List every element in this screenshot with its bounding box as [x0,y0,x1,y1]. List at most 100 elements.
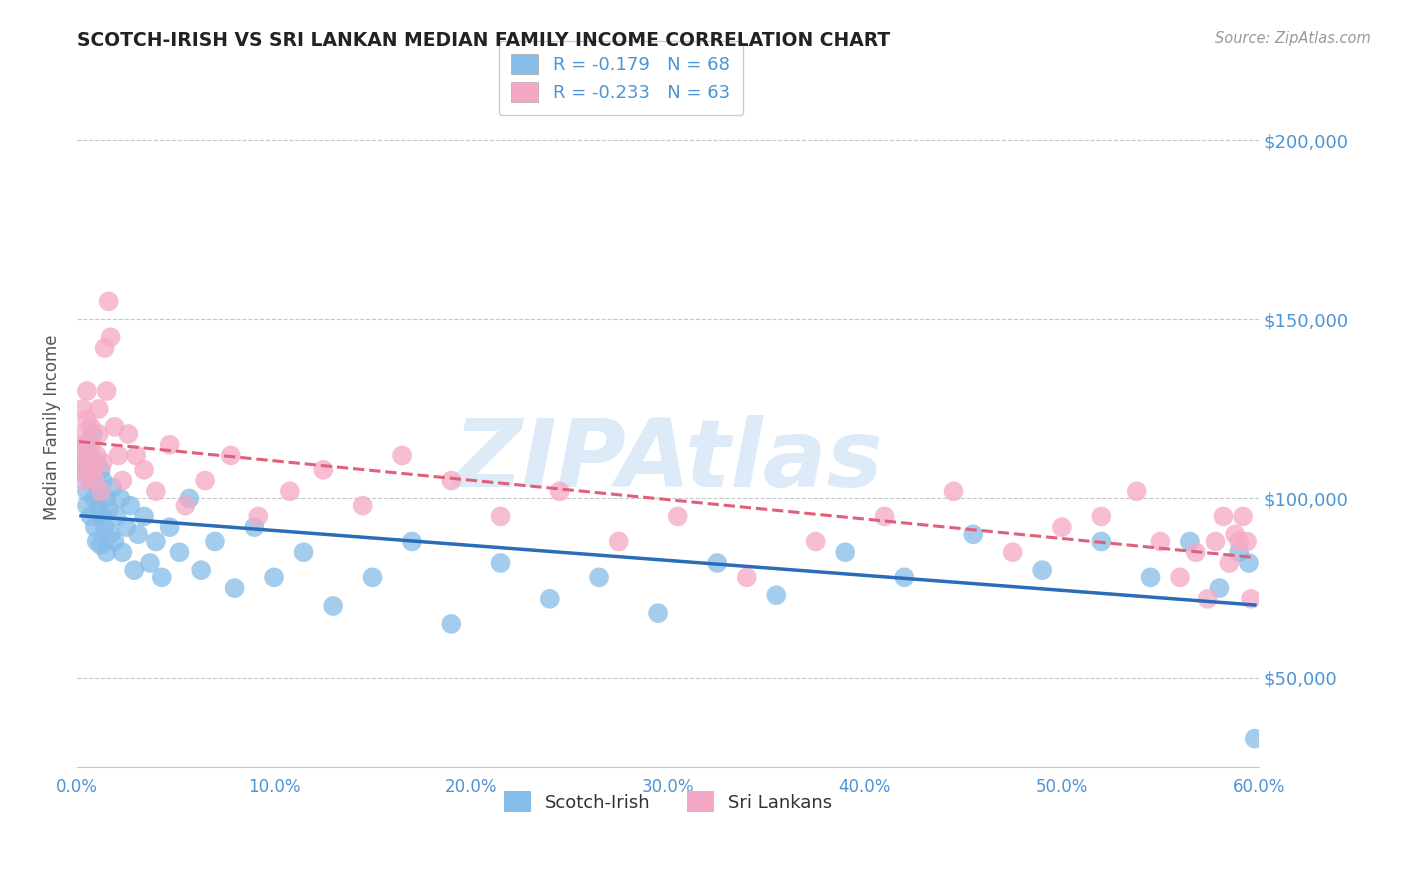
Point [97,502,120,516]
Point [834,545,856,559]
Point [219,449,242,463]
Point [1237,556,1260,570]
Point [247,509,270,524]
Point [72,474,94,488]
Point [204,534,226,549]
Point [82,427,104,442]
Point [401,534,423,549]
Point [87,481,110,495]
Point [1090,509,1112,524]
Point [1149,534,1171,549]
Point [100,527,122,541]
Point [80,509,103,524]
Point [243,520,266,534]
Point [125,449,148,463]
Point [1139,570,1161,584]
Point [115,520,138,534]
Point [1227,534,1250,549]
Point [80,419,103,434]
Point [111,474,134,488]
Point [1240,591,1263,606]
Text: SCOTCH-IRISH VS SRI LANKAN MEDIAN FAMILY INCOME CORRELATION CHART: SCOTCH-IRISH VS SRI LANKAN MEDIAN FAMILY… [77,31,890,50]
Point [145,534,167,549]
Point [83,520,105,534]
Point [132,509,155,524]
Point [103,419,125,434]
Point [278,484,301,499]
Point [72,401,94,416]
Point [1178,534,1201,549]
Point [76,499,98,513]
Point [735,570,758,584]
Point [132,463,155,477]
Point [82,463,104,477]
Point [1244,731,1267,746]
Point [647,606,669,620]
Point [120,499,142,513]
Point [1208,581,1230,595]
Point [87,401,110,416]
Point [765,588,787,602]
Point [127,527,149,541]
Point [93,341,115,355]
Point [80,449,103,463]
Point [169,545,191,559]
Point [1185,545,1208,559]
Point [1168,570,1191,584]
Point [93,520,115,534]
Point [489,556,512,570]
Point [893,570,915,584]
Point [76,412,98,426]
Point [538,591,561,606]
Point [312,463,335,477]
Point [87,427,110,442]
Point [86,534,108,549]
Point [706,556,728,570]
Point [263,570,285,584]
Point [607,534,630,549]
Point [97,294,120,309]
Point [361,570,384,584]
Legend: Scotch-Irish, Sri Lankans: Scotch-Irish, Sri Lankans [492,780,844,823]
Point [67,449,90,463]
Point [440,616,463,631]
Point [190,563,212,577]
Point [96,491,118,506]
Point [82,474,104,488]
Point [145,484,167,499]
Point [110,491,132,506]
Point [77,456,100,470]
Point [1227,545,1250,559]
Point [804,534,827,549]
Point [1218,556,1240,570]
Point [1236,534,1258,549]
Point [73,463,96,477]
Point [90,463,112,477]
Point [292,545,315,559]
Point [86,449,108,463]
Point [1001,545,1024,559]
Point [322,599,344,613]
Point [391,449,413,463]
Point [179,491,201,506]
Point [440,474,463,488]
Point [1050,520,1073,534]
Point [1031,563,1053,577]
Point [73,438,96,452]
Point [105,509,128,524]
Point [91,456,114,470]
Point [588,570,610,584]
Point [1212,509,1234,524]
Point [159,520,181,534]
Point [666,509,689,524]
Point [1225,527,1247,541]
Y-axis label: Median Family Income: Median Family Income [44,334,60,519]
Point [103,534,125,549]
Point [83,474,105,488]
Point [77,463,100,477]
Point [72,467,94,481]
Point [70,427,93,442]
Point [548,484,571,499]
Point [80,438,103,452]
Point [174,499,197,513]
